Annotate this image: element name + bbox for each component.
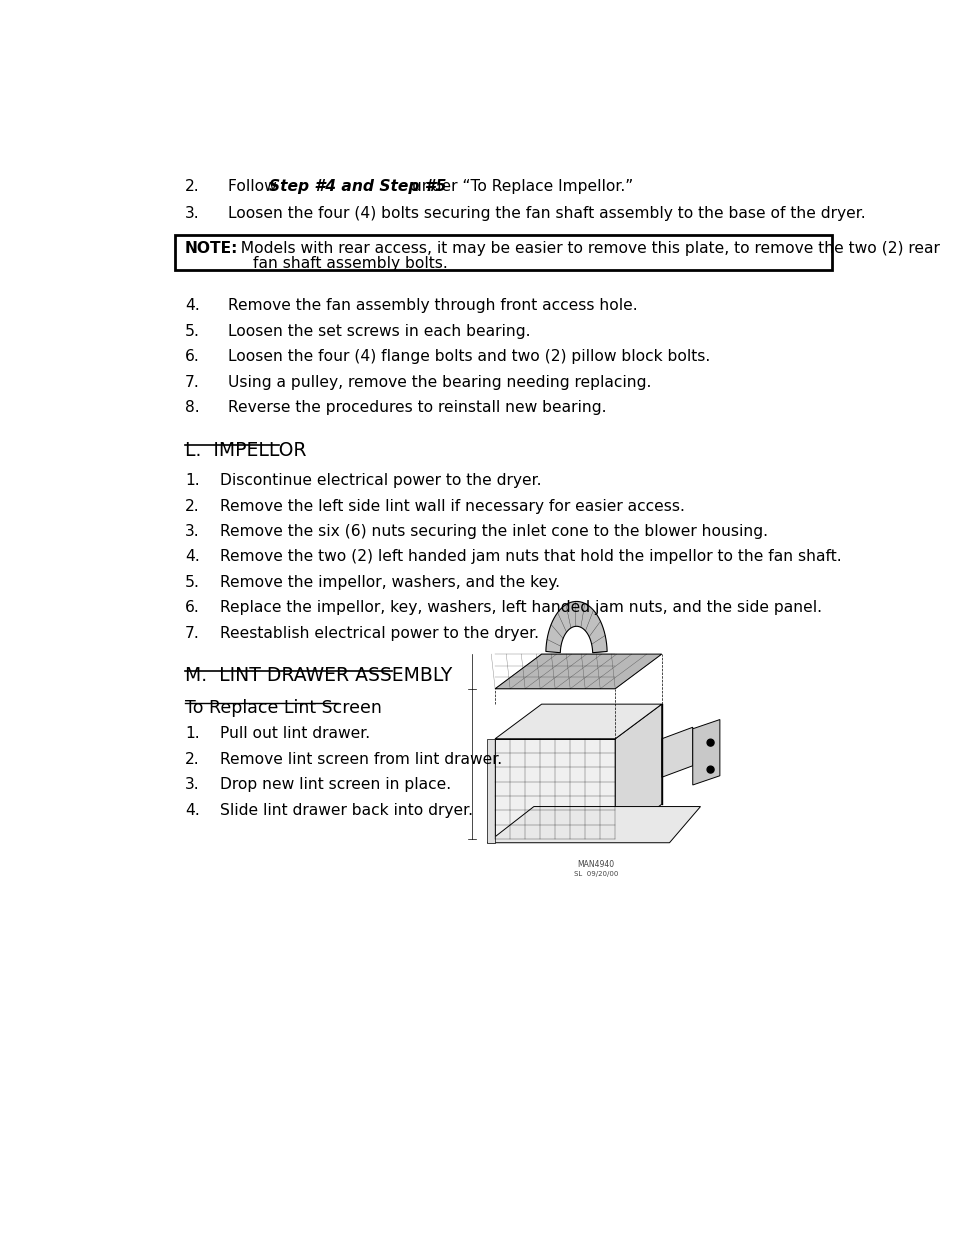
Text: 4.: 4. — [185, 550, 200, 564]
Text: 7.: 7. — [185, 626, 200, 641]
Text: Follow: Follow — [228, 179, 281, 194]
Text: Remove the left side lint wall if necessary for easier access.: Remove the left side lint wall if necess… — [220, 499, 684, 514]
Polygon shape — [615, 704, 661, 839]
Text: 3.: 3. — [185, 777, 199, 793]
Polygon shape — [487, 739, 495, 842]
Polygon shape — [495, 739, 615, 839]
Text: L.  IMPELLOR: L. IMPELLOR — [185, 441, 306, 459]
Text: Drop new lint screen in place.: Drop new lint screen in place. — [220, 777, 451, 793]
Circle shape — [706, 766, 713, 773]
Text: fan shaft assembly bolts.: fan shaft assembly bolts. — [253, 256, 447, 270]
Text: Slide lint drawer back into dryer.: Slide lint drawer back into dryer. — [220, 803, 473, 818]
Text: under “To Replace Impellor.”: under “To Replace Impellor.” — [406, 179, 633, 194]
Polygon shape — [495, 704, 661, 739]
Text: Step #4 and Step #5: Step #4 and Step #5 — [269, 179, 446, 194]
Text: NOTE:: NOTE: — [184, 241, 237, 257]
Text: 5.: 5. — [185, 574, 200, 590]
Text: Replace the impellor, key, washers, left handed jam nuts, and the side panel.: Replace the impellor, key, washers, left… — [220, 600, 821, 615]
Text: 2.: 2. — [185, 752, 199, 767]
Text: 4.: 4. — [185, 299, 200, 314]
Text: Discontinue electrical power to the dryer.: Discontinue electrical power to the drye… — [220, 473, 541, 488]
Text: 8.: 8. — [185, 400, 199, 415]
Text: 7.: 7. — [185, 374, 200, 389]
Text: Loosen the four (4) flange bolts and two (2) pillow block bolts.: Loosen the four (4) flange bolts and two… — [228, 350, 709, 364]
Text: SL  09/20/00: SL 09/20/00 — [573, 871, 618, 877]
Text: Reverse the procedures to reinstall new bearing.: Reverse the procedures to reinstall new … — [228, 400, 605, 415]
Polygon shape — [495, 655, 661, 689]
Polygon shape — [545, 601, 606, 653]
Circle shape — [706, 740, 713, 746]
Text: Loosen the set screws in each bearing.: Loosen the set screws in each bearing. — [228, 324, 530, 338]
Text: 2.: 2. — [185, 179, 199, 194]
Text: MAN4940: MAN4940 — [577, 861, 614, 869]
Text: Models with rear access, it may be easier to remove this plate, to remove the tw: Models with rear access, it may be easie… — [231, 241, 939, 257]
Text: Loosen the four (4) bolts securing the fan shaft assembly to the base of the dry: Loosen the four (4) bolts securing the f… — [228, 206, 864, 221]
Text: 6.: 6. — [185, 600, 200, 615]
Text: Remove the impellor, washers, and the key.: Remove the impellor, washers, and the ke… — [220, 574, 559, 590]
Bar — [174, 235, 831, 270]
Text: 1.: 1. — [185, 473, 199, 488]
Text: 5.: 5. — [185, 324, 200, 338]
Text: Reestablish electrical power to the dryer.: Reestablish electrical power to the drye… — [220, 626, 538, 641]
Text: 1.: 1. — [185, 726, 199, 741]
Polygon shape — [661, 727, 692, 777]
Text: Remove the fan assembly through front access hole.: Remove the fan assembly through front ac… — [228, 299, 637, 314]
Text: 4.: 4. — [185, 803, 200, 818]
Text: 3.: 3. — [185, 206, 199, 221]
Polygon shape — [692, 720, 720, 785]
Text: M.  LINT DRAWER ASSEMBLY: M. LINT DRAWER ASSEMBLY — [185, 667, 452, 685]
Text: Using a pulley, remove the bearing needing replacing.: Using a pulley, remove the bearing needi… — [228, 374, 651, 389]
Text: Remove the two (2) left handed jam nuts that hold the impellor to the fan shaft.: Remove the two (2) left handed jam nuts … — [220, 550, 841, 564]
Text: 3.: 3. — [185, 524, 199, 538]
Text: Remove lint screen from lint drawer.: Remove lint screen from lint drawer. — [220, 752, 501, 767]
Text: To Replace Lint Screen: To Replace Lint Screen — [185, 699, 381, 716]
Polygon shape — [487, 806, 700, 842]
Text: Pull out lint drawer.: Pull out lint drawer. — [220, 726, 370, 741]
Text: 6.: 6. — [185, 350, 200, 364]
Text: Remove the six (6) nuts securing the inlet cone to the blower housing.: Remove the six (6) nuts securing the inl… — [220, 524, 767, 538]
Text: 2.: 2. — [185, 499, 199, 514]
